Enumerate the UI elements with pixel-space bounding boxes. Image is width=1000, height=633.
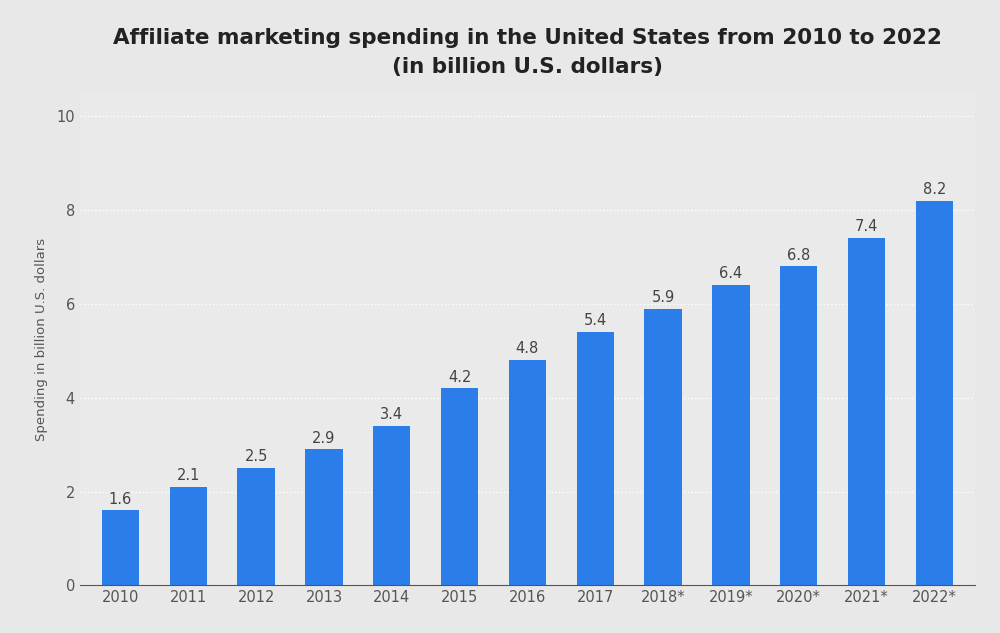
Bar [373,426,410,586]
Text: 7.4: 7.4 [855,220,878,234]
Bar [509,360,546,586]
Text: 2.5: 2.5 [244,449,268,465]
Bar [170,487,207,586]
Title: Affiliate marketing spending in the United States from 2010 to 2022
(in billion : Affiliate marketing spending in the Unit… [113,28,942,77]
Text: 6.8: 6.8 [787,248,810,263]
Text: 4.2: 4.2 [448,370,471,385]
Bar [441,389,478,586]
Bar [780,266,817,586]
Text: 5.4: 5.4 [584,313,607,329]
Bar [848,238,885,586]
Y-axis label: Spending in billion U.S. dollars: Spending in billion U.S. dollars [35,237,48,441]
Text: 2.1: 2.1 [177,468,200,483]
Bar [916,201,953,586]
Bar [102,510,139,586]
Bar [644,308,682,586]
Bar [237,468,275,586]
Text: 3.4: 3.4 [380,407,403,422]
Bar [577,332,614,586]
Text: 4.8: 4.8 [516,341,539,356]
Bar [712,285,750,586]
Text: 5.9: 5.9 [651,290,675,305]
Text: 1.6: 1.6 [109,492,132,506]
Text: 2.9: 2.9 [312,430,336,446]
Bar [305,449,343,586]
Text: 6.4: 6.4 [719,266,742,281]
Text: 8.2: 8.2 [923,182,946,197]
